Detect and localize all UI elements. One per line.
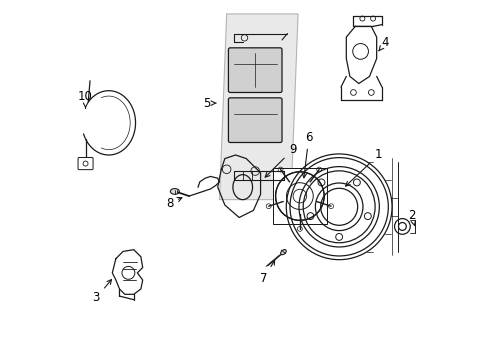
- Ellipse shape: [280, 249, 285, 255]
- Text: 6: 6: [302, 131, 312, 178]
- Text: 7: 7: [260, 260, 274, 285]
- Text: 3: 3: [92, 279, 111, 305]
- Text: 5: 5: [203, 97, 216, 110]
- Text: 10: 10: [78, 90, 93, 108]
- Ellipse shape: [170, 189, 179, 194]
- Text: 4: 4: [378, 36, 388, 51]
- Text: 8: 8: [165, 197, 182, 210]
- Text: 9: 9: [264, 143, 296, 177]
- FancyBboxPatch shape: [78, 157, 93, 170]
- Polygon shape: [219, 14, 298, 200]
- FancyBboxPatch shape: [228, 48, 282, 93]
- FancyBboxPatch shape: [273, 168, 326, 224]
- Text: 1: 1: [345, 148, 382, 186]
- FancyBboxPatch shape: [228, 98, 282, 143]
- Text: 2: 2: [407, 209, 415, 225]
